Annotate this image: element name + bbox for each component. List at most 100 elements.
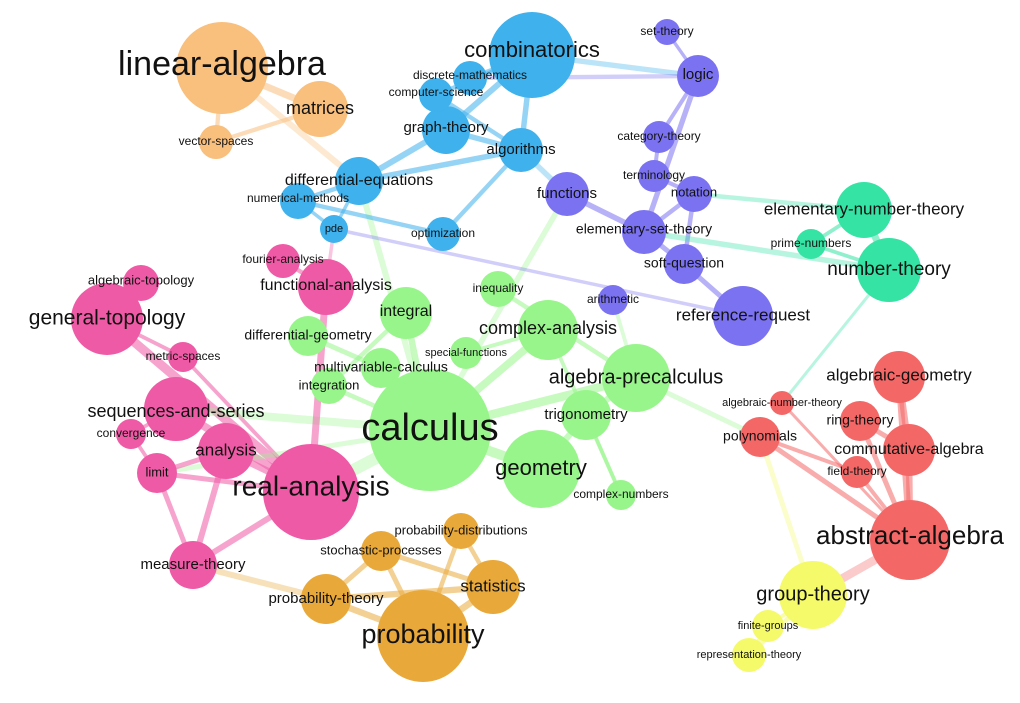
node-analysis[interactable] [198, 423, 254, 479]
node-algebraic-number-theory[interactable] [770, 391, 794, 415]
node-terminology[interactable] [638, 160, 670, 192]
node-number-theory[interactable] [857, 238, 921, 302]
node-multivariable-calculus[interactable] [361, 348, 401, 388]
node-functions[interactable] [545, 172, 589, 216]
edge-reference-request-pde [332, 227, 745, 318]
node-complex-numbers[interactable] [606, 480, 636, 510]
node-label-statistics: statistics [460, 576, 525, 595]
node-differential-equations[interactable] [335, 157, 383, 205]
edge-logic-elementary-set-theory [641, 73, 701, 235]
node-label-linear-algebra: linear-algebra [118, 45, 326, 83]
node-label-pde: pde [325, 223, 343, 235]
node-abstract-algebra[interactable] [870, 500, 950, 580]
node-label-group-theory: group-theory [756, 583, 869, 605]
node-stochastic-processes[interactable] [361, 531, 401, 571]
node-inequality[interactable] [480, 271, 516, 307]
node-layer [71, 12, 950, 682]
node-differential-geometry[interactable] [288, 316, 328, 356]
node-optimization[interactable] [426, 217, 460, 251]
node-algebraic-topology[interactable] [123, 265, 159, 301]
node-general-topology[interactable] [71, 283, 143, 355]
node-algebraic-geometry[interactable] [873, 351, 925, 403]
node-label-reference-request: reference-request [676, 305, 810, 324]
node-soft-question[interactable] [664, 244, 704, 284]
node-ring-theory[interactable] [840, 401, 880, 441]
node-convergence[interactable] [116, 419, 146, 449]
node-trigonometry[interactable] [561, 390, 611, 440]
node-sequences-and-series[interactable] [144, 377, 208, 441]
node-functional-analysis[interactable] [298, 259, 354, 315]
node-integration[interactable] [311, 368, 347, 404]
node-label-convergence: convergence [97, 426, 166, 440]
node-label-multivariable-calculus: multivariable-calculus [314, 359, 448, 375]
node-vector-spaces[interactable] [199, 125, 233, 159]
node-elementary-number-theory[interactable] [836, 182, 892, 238]
node-label-representation-theory: representation-theory [697, 649, 802, 661]
node-label-probability-theory: probability-theory [268, 590, 384, 607]
node-matrices[interactable] [292, 81, 348, 137]
node-label-inequality: inequality [473, 281, 524, 295]
node-label-polynomials: polynomials [723, 428, 797, 444]
node-reference-request[interactable] [713, 286, 773, 346]
edge-notation-elementary-number-theory [691, 191, 867, 213]
node-pde[interactable] [320, 215, 348, 243]
node-set-theory[interactable] [654, 19, 680, 45]
edge-elementary-set-theory-number-theory [641, 229, 892, 273]
node-label-ring-theory: ring-theory [827, 412, 894, 428]
node-real-analysis[interactable] [263, 444, 359, 540]
node-probability[interactable] [377, 590, 469, 682]
node-numerical-methods[interactable] [280, 183, 316, 219]
node-label-geometry: geometry [495, 455, 587, 480]
node-field-theory[interactable] [841, 456, 873, 488]
node-algorithms[interactable] [499, 128, 543, 172]
node-label-numerical-methods: numerical-methods [247, 191, 349, 205]
node-commutative-algebra[interactable] [883, 424, 935, 476]
node-geometry[interactable] [502, 430, 580, 508]
node-label-notation: notation [671, 184, 717, 199]
edge-differential-equations-algorithms [356, 147, 524, 184]
node-combinatorics[interactable] [489, 12, 575, 98]
node-finite-groups[interactable] [752, 610, 784, 642]
node-discrete-mathematics[interactable] [453, 61, 487, 95]
node-label-special-functions: special-functions [425, 347, 507, 359]
node-limit[interactable] [137, 453, 177, 493]
node-fourier-analysis[interactable] [266, 244, 300, 278]
node-label-optimization: optimization [411, 226, 475, 240]
node-polynomials[interactable] [740, 417, 780, 457]
node-label-terminology: terminology [623, 168, 685, 182]
node-label-calculus: calculus [361, 407, 498, 449]
node-label-stochastic-processes: stochastic-processes [320, 542, 442, 557]
node-group-theory[interactable] [779, 561, 847, 629]
node-special-functions[interactable] [450, 337, 482, 369]
node-complex-analysis[interactable] [518, 300, 578, 360]
node-label-algebra-precalculus: algebra-precalculus [549, 366, 724, 388]
node-arithmetic[interactable] [598, 285, 628, 315]
node-graph-theory[interactable] [422, 106, 470, 154]
node-measure-theory[interactable] [169, 541, 217, 589]
node-label-functional-analysis: functional-analysis [260, 277, 392, 294]
node-logic[interactable] [677, 55, 719, 97]
node-label-differential-geometry: differential-geometry [244, 327, 371, 343]
node-elementary-set-theory[interactable] [622, 210, 666, 254]
node-algebra-precalculus[interactable] [602, 344, 670, 412]
node-metric-spaces[interactable] [168, 342, 198, 372]
node-notation[interactable] [676, 176, 712, 212]
node-linear-algebra[interactable] [176, 22, 268, 114]
node-computer-science[interactable] [419, 78, 453, 112]
node-label-logic: logic [683, 66, 714, 83]
node-integral[interactable] [380, 287, 432, 339]
node-statistics[interactable] [466, 560, 520, 614]
node-probability-distributions[interactable] [443, 513, 479, 549]
node-label-elementary-set-theory: elementary-set-theory [576, 221, 712, 237]
node-label-integral: integral [380, 303, 432, 320]
node-label-matrices: matrices [286, 98, 354, 118]
node-label-metric-spaces: metric-spaces [146, 349, 221, 363]
node-representation-theory[interactable] [732, 638, 766, 672]
node-calculus[interactable] [369, 369, 491, 491]
node-probability-theory[interactable] [301, 574, 351, 624]
node-label-vector-spaces: vector-spaces [179, 134, 254, 148]
node-category-theory[interactable] [643, 121, 675, 153]
node-label-soft-question: soft-question [644, 255, 724, 271]
node-prime-numbers[interactable] [796, 229, 826, 259]
